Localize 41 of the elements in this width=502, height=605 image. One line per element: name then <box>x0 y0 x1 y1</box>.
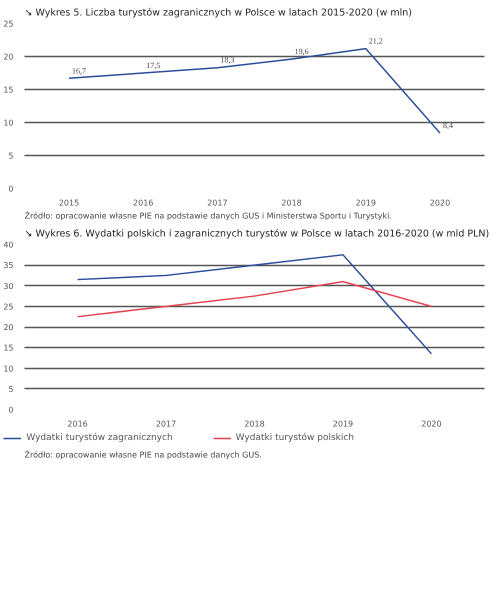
y-tick-label: 40 <box>3 240 14 250</box>
text: 19,6 <box>294 47 309 56</box>
y-tick-label: 5 <box>8 384 14 394</box>
line-series <box>68 48 441 134</box>
x-tick-label: 2020 <box>421 420 442 428</box>
text: 16,7 <box>72 66 86 76</box>
x-tick-label: 2020 <box>430 198 450 208</box>
x-tick-label: 2016 <box>67 420 88 428</box>
text: 8,4 <box>442 121 453 130</box>
line-series <box>76 254 432 355</box>
x-tick-label: 2016 <box>133 198 154 208</box>
x-tick-label: 2015 <box>58 198 80 208</box>
y-tick-label: 0 <box>8 184 14 194</box>
x-tick-label: 2019 <box>356 198 376 208</box>
y-tick-label: 15 <box>3 344 14 353</box>
text: Źródło: opracowanie własne PIE na podstawie danych GUS i Ministerstwa Sportu i Turystyki. <box>24 210 392 220</box>
y-tick-label: 25 <box>3 302 14 312</box>
x-tick-label: 2018 <box>281 198 302 208</box>
x-tick-label: 2017 <box>207 198 228 208</box>
y-tick-label: 35 <box>3 261 14 270</box>
y-tick-label: 30 <box>3 282 14 291</box>
text: 18,3 <box>220 56 234 65</box>
y-tick-label: 5 <box>8 152 14 160</box>
y-tick-label: 20 <box>3 323 14 332</box>
text: Źródło: opracowanie własne PIE na podstawie danych GUS. <box>24 450 262 460</box>
y-tick-label: 0 <box>8 406 14 414</box>
chart-title: ↘ Wykres 5. Liczba turystów zagranicznych w Polsce w latach 2015-2020 (w mln) <box>24 8 412 18</box>
x-tick-label: 2019 <box>332 420 354 428</box>
y-tick-label: 10 <box>3 364 14 374</box>
y-tick-label: 20 <box>3 52 14 62</box>
y-tick-label: 25 <box>3 20 14 28</box>
text: 17,5 <box>146 61 160 70</box>
line-series <box>76 280 432 318</box>
legend-label: Wydatki turystów zagranicznych <box>26 433 173 443</box>
chart-title: ↘ Wykres 6. Wydatki polskich i zagranicznych turystów w Polsce w latach 2016-2020 (w mld PLN) <box>24 228 490 240</box>
y-tick-label: 15 <box>3 86 14 94</box>
text: 21,2 <box>368 36 383 46</box>
legend-label: Wydatki turystów polskich <box>236 433 354 443</box>
x-tick-label: 2018 <box>244 420 265 428</box>
y-tick-label: 10 <box>3 118 14 128</box>
x-tick-label: 2017 <box>156 420 176 428</box>
